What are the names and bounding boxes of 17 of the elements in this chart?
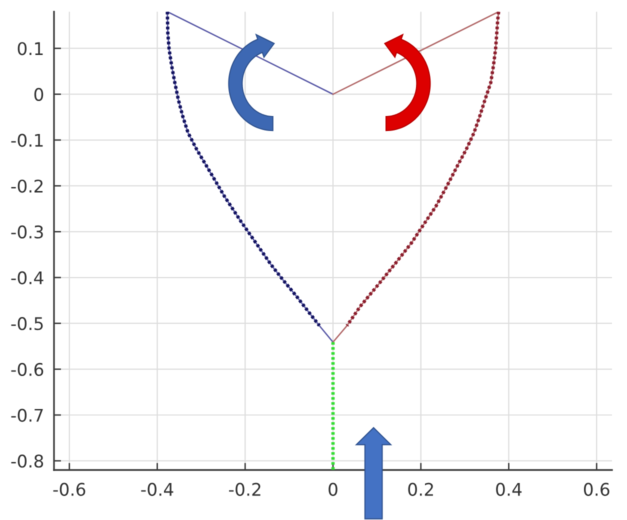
x-tick-label: -0.6 <box>53 482 86 496</box>
x-tick-label: 0.2 <box>408 482 433 496</box>
x-tick-label: -0.4 <box>141 482 174 496</box>
y-tick-label: 0 <box>34 88 44 102</box>
y-tick-label: -0.5 <box>11 317 43 330</box>
y-tick-label: -0.6 <box>11 362 44 376</box>
y-tick-label: 0.1 <box>18 42 43 56</box>
x-tick-label: 0.6 <box>584 482 610 496</box>
x-tick-label: -0.2 <box>229 482 260 496</box>
x-tick-label: 0.4 <box>496 482 522 496</box>
y-tick-label: -0.1 <box>11 134 43 147</box>
y-tick-label: -0.4 <box>11 271 44 284</box>
x-tick-label: 0 <box>328 482 338 496</box>
y-tick-label: -0.2 <box>11 180 43 193</box>
y-tick-label: -0.8 <box>11 454 44 468</box>
y-tick-label: -0.7 <box>11 408 43 422</box>
y-tick-label: -0.3 <box>11 225 43 239</box>
